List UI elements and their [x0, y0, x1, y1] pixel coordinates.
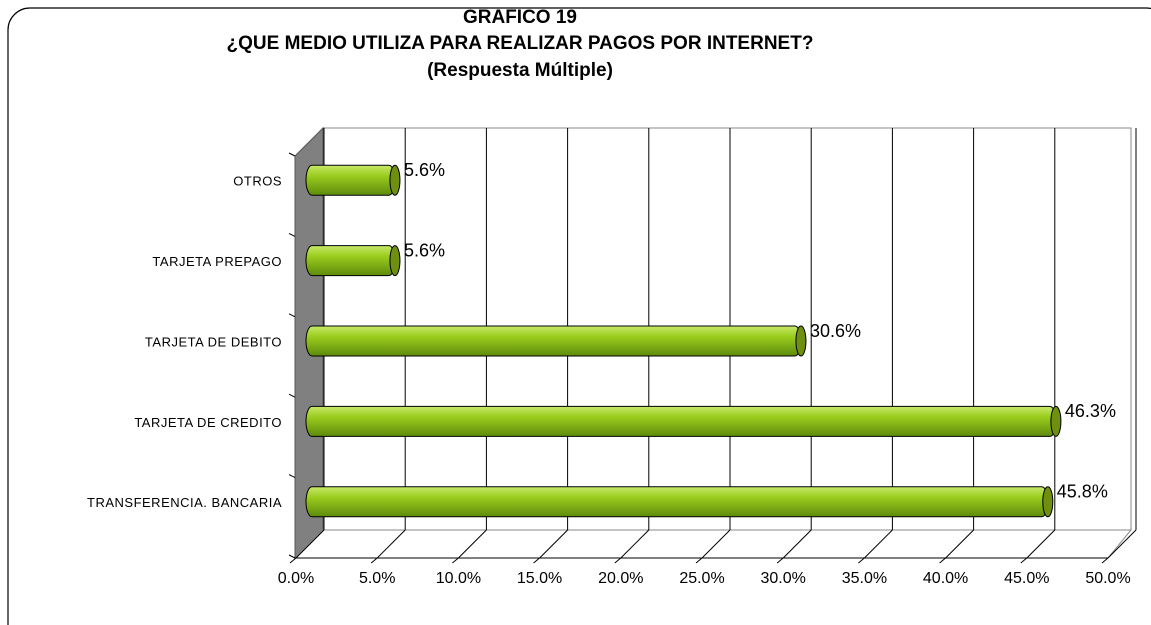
bar [305, 486, 1049, 518]
tick-mark [1020, 557, 1028, 564]
value-label: 46.3% [1065, 401, 1116, 421]
floor-line [376, 529, 406, 559]
tick-mark [370, 557, 378, 564]
chart-title: GRAFICO 19 [463, 7, 577, 28]
floor-line [1107, 529, 1137, 559]
x-tick-label: 10.0% [436, 570, 481, 587]
floor-line [701, 529, 731, 559]
tick-mark [695, 557, 703, 564]
chart-title: (Respuesta Múltiple) [427, 60, 613, 81]
y-tick-label: OTROS [233, 174, 282, 189]
x-tick-label: 25.0% [679, 570, 724, 587]
y-tick [288, 152, 296, 157]
bar-cap [795, 325, 807, 357]
tick-mark [1101, 557, 1109, 564]
tick-mark [289, 557, 297, 564]
y-tick-label: TARJETA PREPAGO [152, 254, 282, 269]
y-tick-label: TARJETA DE DEBITO [145, 334, 282, 349]
bar [305, 405, 1057, 437]
tick-mark [776, 557, 784, 564]
bar [305, 164, 396, 196]
y-tick [288, 393, 296, 398]
x-tick-label: 35.0% [842, 570, 887, 587]
tick-mark [452, 557, 459, 564]
floor-line [620, 529, 650, 559]
x-tick-label: 20.0% [598, 570, 643, 587]
y-tick-label: TARJETA DE CREDITO [134, 415, 282, 430]
value-label: 5.6% [404, 160, 445, 180]
x-tick-label: 5.0% [359, 570, 395, 587]
y-tick [288, 474, 296, 479]
floor [293, 529, 1133, 559]
y-tick [288, 232, 296, 237]
chart-title: ¿QUE MEDIO UTILIZA PARA REALIZAR PAGOS P… [227, 33, 814, 54]
floor-line [864, 529, 893, 559]
bar-cap [389, 245, 401, 277]
bar-cap [1042, 486, 1054, 518]
bar [305, 245, 396, 277]
bar-cap [1050, 405, 1062, 437]
y-tick [288, 313, 296, 318]
frame [7, 7, 1151, 625]
floor-line [295, 529, 325, 559]
tick-mark [939, 557, 946, 564]
y-tick [288, 554, 296, 559]
floor-line [945, 529, 974, 559]
floor-line [458, 529, 487, 559]
floor-line [782, 529, 812, 559]
x-tick-label: 30.0% [761, 570, 806, 587]
value-label: 45.8% [1057, 482, 1108, 502]
floor-line [1026, 529, 1056, 559]
tick-mark [858, 557, 865, 564]
bar [305, 325, 802, 357]
x-tick-label: 45.0% [1004, 570, 1049, 587]
x-tick-label: 40.0% [923, 570, 968, 587]
x-tick-label: 50.0% [1085, 570, 1130, 587]
value-label: 5.6% [404, 240, 445, 260]
y-tick-label: TRANSFERENCIA. BANCARIA [87, 495, 282, 510]
tick-mark [533, 557, 540, 564]
bar-cap [389, 164, 401, 196]
x-tick-label: 0.0% [278, 570, 314, 587]
floor-line [539, 529, 568, 559]
x-tick-label: 15.0% [517, 570, 562, 587]
tick-mark [614, 557, 622, 564]
value-label: 30.6% [810, 321, 861, 341]
